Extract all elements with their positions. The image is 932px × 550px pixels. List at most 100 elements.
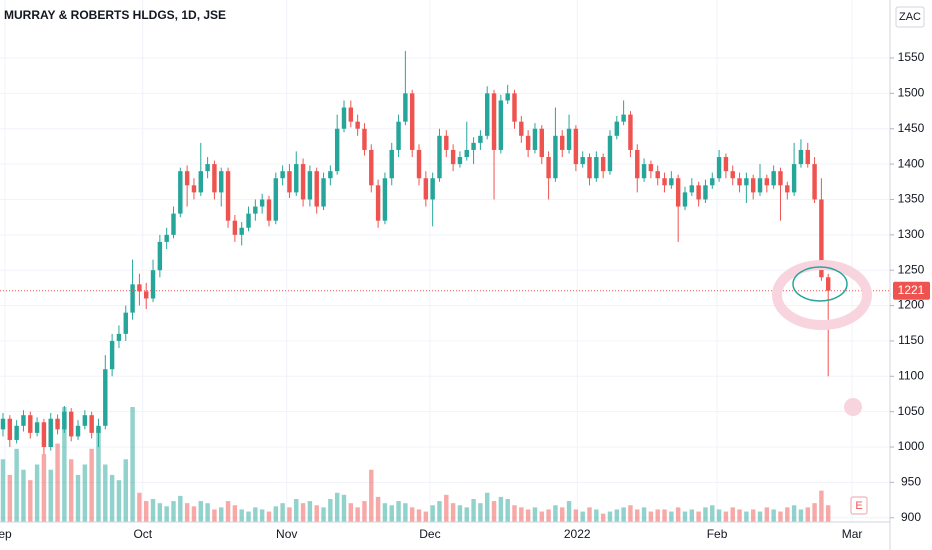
volume-bar bbox=[573, 509, 579, 522]
volume-bar bbox=[55, 443, 60, 522]
volume-bar bbox=[0, 459, 6, 522]
volume-bar bbox=[471, 499, 476, 522]
volume-bar bbox=[580, 511, 585, 522]
candle-body bbox=[68, 411, 74, 437]
candle-body bbox=[334, 128, 340, 172]
y-tick-label: 1450 bbox=[898, 121, 925, 135]
volume-bar bbox=[655, 509, 660, 522]
x-tick-label: ep bbox=[0, 527, 12, 541]
volume-bar bbox=[553, 505, 558, 522]
volume-bar bbox=[212, 509, 217, 522]
candle-body bbox=[34, 422, 40, 433]
y-tick-label: 1550 bbox=[898, 50, 925, 64]
candle-body bbox=[519, 121, 524, 136]
volume-bar bbox=[239, 509, 244, 522]
volume-bar bbox=[253, 507, 258, 522]
candle-body bbox=[491, 93, 497, 150]
volume-bar bbox=[628, 505, 633, 522]
volume-bar bbox=[130, 407, 135, 522]
volume-bar bbox=[560, 507, 565, 522]
candle-body bbox=[484, 93, 490, 136]
volume-bar bbox=[491, 501, 497, 522]
volume-bar bbox=[716, 509, 722, 522]
volume-bar bbox=[791, 505, 797, 522]
volume-bar bbox=[785, 507, 790, 522]
candle-body bbox=[478, 135, 483, 143]
volume-bar bbox=[546, 509, 551, 522]
candle-body bbox=[239, 227, 244, 235]
candle-body bbox=[621, 114, 626, 122]
volume-bar bbox=[710, 505, 715, 522]
y-tick-label: 1100 bbox=[898, 368, 924, 382]
candle-body bbox=[232, 220, 238, 235]
volume-bar bbox=[287, 507, 292, 522]
candle-body bbox=[14, 425, 19, 440]
y-tick-label: 1250 bbox=[898, 262, 925, 276]
candle-body bbox=[635, 149, 640, 179]
candle-body bbox=[669, 178, 674, 186]
candle-body bbox=[369, 149, 374, 186]
candle-body bbox=[225, 171, 231, 221]
y-tick-label: 1400 bbox=[898, 156, 925, 170]
candle-body bbox=[641, 164, 647, 179]
volume-bar bbox=[696, 511, 701, 522]
volume-bar bbox=[68, 459, 74, 522]
x-tick-label: Dec bbox=[419, 527, 440, 541]
volume-bar bbox=[41, 454, 47, 522]
candle-body bbox=[55, 418, 60, 430]
candle-body bbox=[0, 418, 6, 430]
volume-bar bbox=[62, 407, 67, 522]
candle-body bbox=[573, 128, 579, 165]
x-tick-label: Mar bbox=[842, 527, 863, 541]
volume-bar bbox=[328, 499, 333, 522]
candle-body bbox=[771, 171, 776, 186]
candle-body bbox=[103, 369, 108, 426]
candle-body bbox=[730, 171, 735, 179]
candle-body bbox=[178, 171, 183, 214]
y-tick-label: 950 bbox=[901, 475, 921, 489]
volume-bar bbox=[75, 474, 81, 522]
volume-bar bbox=[819, 490, 824, 522]
candle-body bbox=[703, 185, 708, 200]
candle-body bbox=[532, 128, 538, 150]
volume-bar bbox=[798, 509, 804, 522]
volume-bar bbox=[164, 506, 169, 522]
candle-body bbox=[266, 199, 272, 221]
volume-bar bbox=[341, 494, 347, 522]
candle-body bbox=[259, 199, 265, 207]
volume-bar bbox=[744, 511, 749, 522]
candle-body bbox=[416, 149, 422, 179]
candle-body bbox=[273, 178, 279, 221]
volume-bar bbox=[635, 509, 640, 522]
candle-body bbox=[348, 107, 354, 122]
candle-body bbox=[409, 93, 415, 150]
candle-body bbox=[546, 157, 551, 179]
events-icon[interactable] bbox=[850, 496, 868, 515]
volume-bar bbox=[669, 511, 674, 522]
y-tick-label: 1200 bbox=[898, 298, 925, 312]
candle-body bbox=[600, 157, 606, 172]
candle-body bbox=[423, 178, 429, 200]
volume-bar bbox=[307, 501, 313, 522]
volume-bar bbox=[825, 505, 831, 522]
volume-bar bbox=[259, 509, 265, 522]
candle-body bbox=[696, 185, 701, 200]
volume-bar bbox=[178, 495, 183, 522]
currency-box[interactable] bbox=[895, 6, 925, 28]
volume-bar bbox=[355, 507, 360, 522]
volume-bar bbox=[321, 507, 326, 522]
last-price-box bbox=[893, 281, 930, 300]
candle-body bbox=[164, 234, 169, 242]
candle-body bbox=[116, 333, 122, 341]
volume-bar bbox=[430, 505, 435, 522]
volume-bar bbox=[532, 507, 538, 522]
candle-body bbox=[7, 418, 13, 440]
candle-body bbox=[628, 114, 633, 150]
volume-bar bbox=[34, 464, 40, 522]
y-tick-label: 1050 bbox=[898, 404, 925, 418]
volume-bar bbox=[723, 511, 729, 522]
volume-bar bbox=[198, 501, 203, 522]
candle-body bbox=[430, 178, 435, 200]
candle-body bbox=[498, 100, 504, 150]
candle-body bbox=[382, 178, 388, 221]
